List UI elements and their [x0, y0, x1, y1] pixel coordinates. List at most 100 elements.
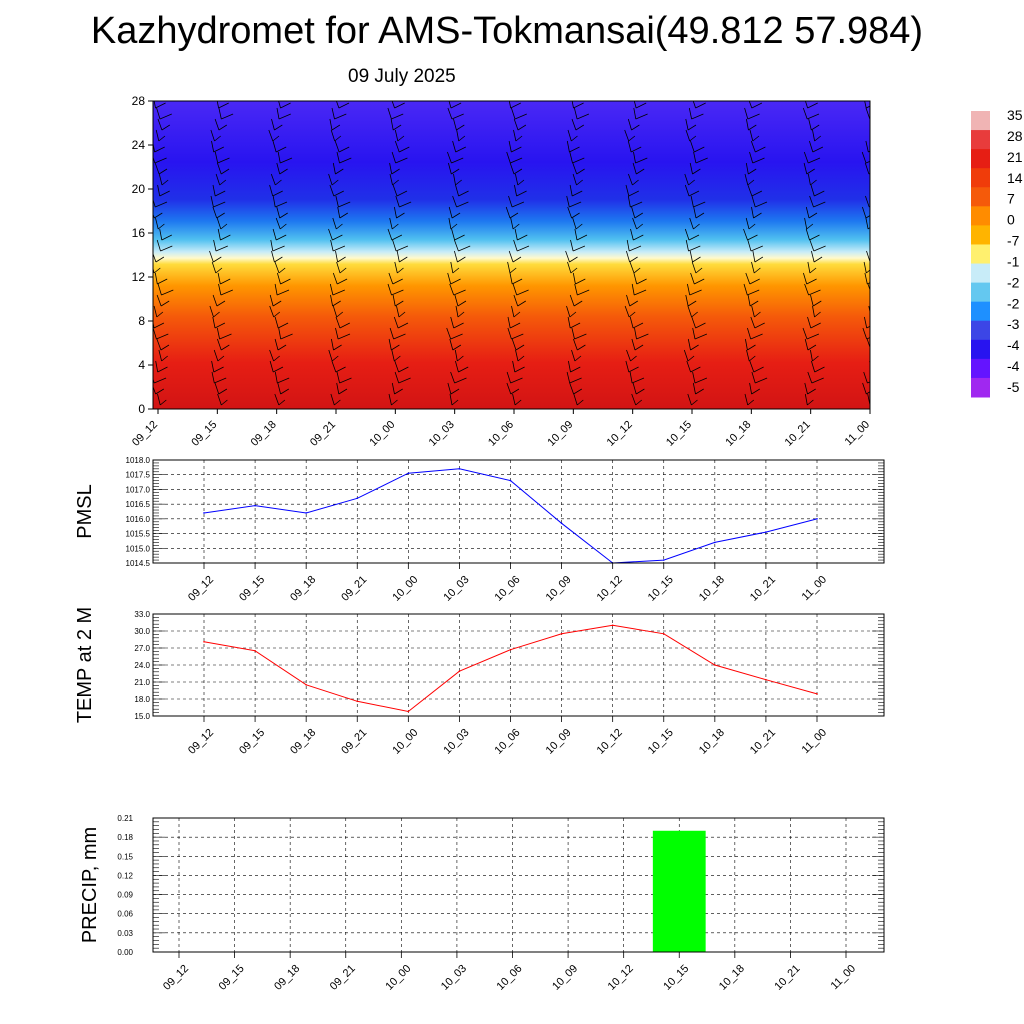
x-tick-label: 10_21	[748, 727, 778, 757]
x-tick-label: 10_06	[493, 574, 523, 604]
y-tick-label: 0.09	[117, 891, 133, 900]
x-tick-label: 10_18	[717, 963, 747, 993]
wind-barb-column	[153, 101, 174, 406]
x-tick-label: 10_12	[595, 727, 625, 757]
x-tick-label: 10_00	[383, 963, 413, 993]
data-point	[662, 559, 665, 561]
colorbar-label: -7	[1007, 233, 1020, 249]
x-tick-label: 10_15	[646, 727, 676, 757]
x-tick-label: 10_00	[390, 574, 420, 604]
colorbar-swatch	[971, 244, 990, 265]
colorbar-label: 0	[1007, 212, 1015, 228]
colorbar-swatch	[971, 149, 990, 169]
colorbar-label: -1	[1007, 253, 1020, 269]
colorbar-swatch	[971, 282, 990, 303]
x-tick-label: 09_18	[249, 419, 279, 449]
x-tick-label: 09_12	[130, 419, 160, 449]
x-tick-label: 10_03	[427, 419, 457, 449]
x-tick-label: 11_00	[800, 727, 830, 757]
wind-barb-column	[328, 101, 352, 406]
data-point	[356, 700, 359, 703]
wind-barbs	[153, 101, 870, 406]
x-tick-label: 10_15	[646, 574, 676, 604]
data-point	[816, 693, 818, 695]
x-tick-label: 10_21	[772, 963, 802, 993]
temperature-heatmap: 0 4 8 12 16 20 24 28 09_12 09_15 09_18 09_21 10_00 10…	[130, 94, 873, 449]
colorbar: 35 28 21 14 7 0 -7 -1 -2 -2 -3 -4 -4 -5	[971, 107, 1023, 398]
x-tick-label: 10_21	[748, 574, 778, 604]
y-tick-label: 0.12	[117, 871, 133, 880]
wind-barb-column	[387, 101, 412, 406]
colorbar-label: 7	[1007, 191, 1015, 207]
y-tick-label: 18.0	[134, 695, 150, 704]
y-tick-label: 27.0	[134, 644, 150, 653]
x-tick-label: 10_18	[697, 574, 727, 604]
x-tick-label: 09_12	[161, 963, 191, 993]
x-tick-label: 10_03	[439, 963, 469, 993]
data-point	[254, 650, 256, 652]
x-tick-label: 09_21	[339, 727, 369, 757]
colorbar-swatch	[971, 339, 990, 360]
x-tick-label: 10_06	[493, 727, 523, 757]
colorbar-label: 35	[1007, 107, 1023, 123]
x-tick-label: 10_00	[367, 419, 397, 449]
heatmap-frame	[152, 100, 871, 410]
colorbar-label: 28	[1007, 128, 1023, 144]
x-tick-label: 11_00	[843, 419, 873, 449]
colorbar-label: 14	[1007, 170, 1023, 186]
colorbar-label: 21	[1007, 149, 1023, 165]
y-tick-label: 1017.5	[126, 471, 151, 480]
wind-barb-column	[802, 101, 826, 406]
data-point	[458, 670, 461, 673]
y-tick-label: 33.0	[134, 610, 150, 619]
x-tick-label: 10_15	[661, 963, 691, 993]
data-point	[305, 684, 307, 686]
colorbar-swatch	[971, 168, 990, 188]
colorbar-label: -2	[1007, 274, 1020, 290]
data-point	[611, 624, 614, 627]
x-tick-label: 10_03	[441, 727, 471, 757]
data-point	[356, 497, 359, 500]
data-point	[714, 541, 716, 544]
y-tick-label: 1016.5	[126, 500, 151, 509]
x-tick-label: 09_15	[217, 963, 247, 993]
temp-chart: 15.0 18.0 21.0 24.0 27.0 30.0 33.0 09_12 09_15 09…	[74, 607, 885, 757]
wind-barb-column	[683, 101, 708, 406]
x-tick-label: 10_12	[605, 419, 635, 449]
data-point	[203, 640, 205, 643]
x-tick-label: 10_21	[783, 419, 813, 449]
colorbar-label: -4	[1007, 358, 1020, 374]
y-tick-label: 0.15	[117, 852, 133, 861]
x-tick-label: 11_00	[800, 574, 830, 604]
wind-barb-column	[505, 101, 530, 406]
y-axis-label: PMSL	[74, 484, 96, 538]
x-tick-label: 09_18	[288, 727, 318, 757]
colorbar-swatch	[971, 111, 990, 131]
x-tick-label: 10_03	[441, 574, 471, 604]
x-tick-label: 09_21	[339, 574, 369, 604]
plot-frame	[152, 817, 885, 953]
data-point	[509, 479, 512, 482]
colorbar-swatch	[971, 358, 990, 379]
y-tick-label: 21.0	[134, 678, 150, 687]
wind-barb-column	[209, 101, 234, 406]
y-tick-label: 0.06	[117, 910, 133, 919]
y-axis-label: PRECIP, mm	[79, 827, 101, 943]
wind-barb-column	[743, 101, 768, 406]
wind-barb-column	[565, 101, 590, 406]
y-tick-label: 15.0	[134, 712, 150, 721]
data-point	[509, 648, 512, 651]
y-tick-label: 1015.0	[126, 544, 151, 553]
pmsl-chart: 1014.5 1015.0 1015.5 1016.0 1016.5 1017.0 1017…	[74, 456, 885, 604]
x-tick-label: 10_06	[495, 963, 525, 993]
data-point	[816, 518, 818, 520]
x-tick-label: 09_21	[328, 963, 358, 993]
y-tick-label: 0	[138, 402, 145, 416]
x-tick-label: 10_09	[544, 727, 574, 757]
data-point	[560, 633, 563, 635]
y-tick-label: 4	[138, 358, 145, 372]
y-tick-label: 30.0	[134, 627, 150, 636]
data-point	[407, 710, 410, 713]
wind-barb-column	[624, 101, 649, 406]
